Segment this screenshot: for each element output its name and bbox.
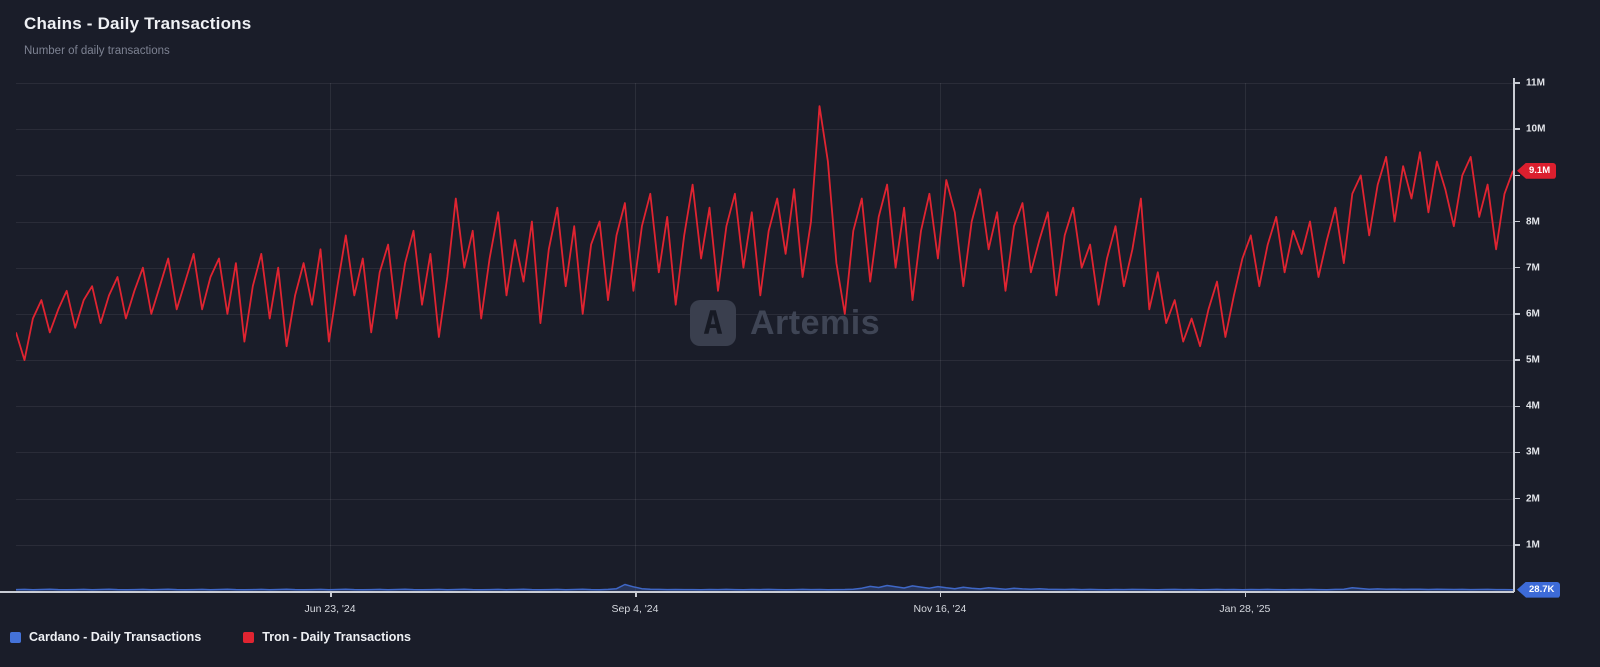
y-tick: [1514, 359, 1520, 361]
y-tick-label: 5M: [1526, 354, 1540, 366]
chart-subtitle: Number of daily transactions: [24, 45, 170, 57]
horizontal-gridline: [16, 83, 1513, 84]
x-tick-label: Nov 16, '24: [913, 603, 967, 615]
legend-item[interactable]: Cardano - Daily Transactions: [10, 630, 201, 644]
y-tick-label: 11M: [1526, 77, 1545, 89]
y-tick-label: 7M: [1526, 262, 1540, 274]
horizontal-gridline: [16, 175, 1513, 177]
y-tick-label: 2M: [1526, 493, 1540, 505]
vertical-gridline: [635, 83, 636, 591]
horizontal-gridline: [16, 498, 1513, 500]
x-tick-label: Sep 4, '24: [611, 603, 659, 615]
vertical-gridline: [330, 83, 332, 591]
series-line: [16, 583, 1513, 591]
watermark-text: Artemis: [750, 303, 881, 342]
x-tick-label: Jun 23, '24: [304, 603, 356, 615]
x-tick: [330, 592, 332, 597]
artemis-logo-icon: A: [690, 300, 736, 346]
y-tick: [1514, 451, 1520, 454]
y-tick-label: 3M: [1526, 446, 1540, 458]
horizontal-gridline: [16, 544, 1513, 546]
series-line: [16, 105, 1513, 362]
y-tick: [1514, 266, 1520, 269]
x-tick: [635, 592, 637, 597]
y-tick: [1514, 544, 1520, 546]
y-tick: [1514, 497, 1520, 500]
vertical-gridline: [1244, 83, 1246, 591]
horizontal-gridline: [16, 313, 1513, 315]
y-tick-label: 1M: [1526, 539, 1540, 551]
plot-area[interactable]: A Artemis: [16, 83, 1513, 591]
y-tick: [1514, 220, 1520, 223]
x-tick-label: Jan 28, '25: [1219, 603, 1271, 615]
artemis-logo-letter: A: [703, 304, 723, 342]
chart-title: Chains - Daily Transactions: [24, 14, 252, 33]
legend-label: Tron - Daily Transactions: [262, 630, 411, 644]
legend: Cardano - Daily Transactions Tron - Daily…: [10, 630, 453, 644]
y-tick: [1514, 174, 1520, 177]
y-tick-label: 8M: [1526, 216, 1540, 228]
x-axis-line: [0, 591, 1514, 593]
horizontal-gridline: [16, 360, 1513, 362]
horizontal-gridline: [16, 129, 1513, 131]
y-tick: [1514, 405, 1520, 408]
y-tick-label: 6M: [1526, 308, 1540, 320]
horizontal-gridline: [16, 406, 1513, 408]
y-tick: [1514, 82, 1520, 84]
vertical-gridline: [939, 83, 941, 591]
horizontal-gridline: [16, 221, 1513, 223]
line-chart: [16, 105, 1513, 591]
y-axis-line: [1513, 78, 1515, 592]
watermark: A Artemis: [690, 300, 880, 346]
y-tick-label: 10M: [1526, 123, 1546, 135]
x-tick: [939, 592, 942, 597]
y-tick: [1514, 313, 1520, 315]
horizontal-gridline: [16, 452, 1513, 454]
y-tick: [1514, 128, 1520, 130]
legend-label: Cardano - Daily Transactions: [29, 630, 202, 644]
legend-swatch-icon: [10, 631, 21, 643]
x-tick: [1244, 592, 1247, 597]
legend-item[interactable]: Tron - Daily Transactions: [243, 630, 411, 644]
last-value-badge: 9.1M: [1517, 162, 1557, 179]
legend-swatch-icon: [243, 631, 255, 643]
last-value-badge: 28.7K: [1517, 581, 1561, 598]
y-tick-label: 4M: [1526, 400, 1540, 412]
